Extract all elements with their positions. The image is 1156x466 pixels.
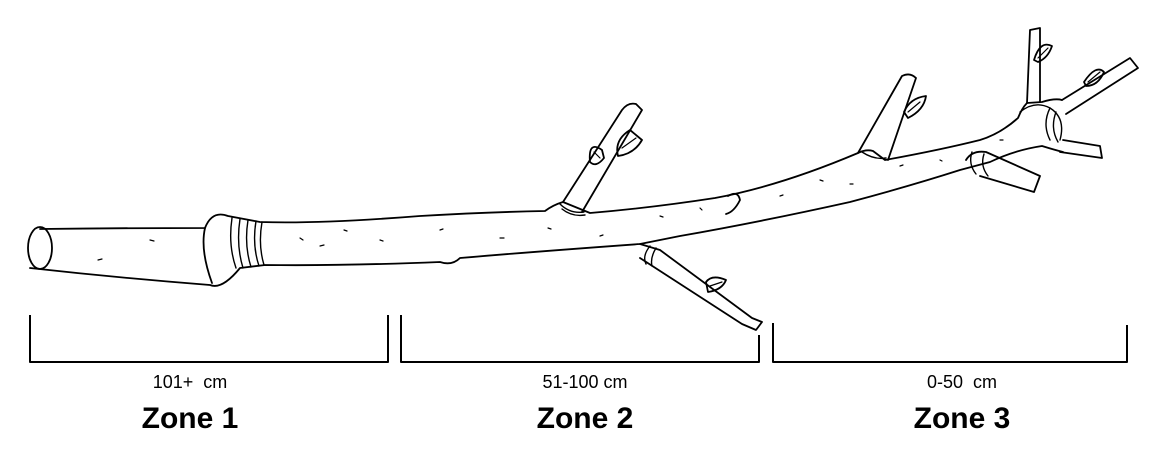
zone-1-bracket	[29, 315, 389, 363]
zone-1-title: Zone 1	[141, 402, 239, 435]
bud-icon	[903, 95, 927, 119]
side-shoot-short	[965, 150, 1041, 193]
zone-3-range-label: 0-50 cm	[926, 372, 998, 392]
bud-icon	[616, 129, 643, 157]
branch-bottom-edge	[29, 145, 1064, 287]
growth-ring-scar	[229, 217, 265, 269]
terminal-shoots	[1019, 27, 1139, 159]
branch-top-edge	[39, 98, 1063, 230]
bud-scar	[725, 192, 741, 215]
zone-2-range-label: 51-100 cm	[542, 372, 628, 392]
bud-icon	[705, 276, 727, 293]
bud-icon	[1033, 43, 1053, 63]
side-shoot-upper-1	[559, 102, 643, 217]
lenticels	[97, 139, 1004, 261]
side-shoot-lower	[639, 243, 763, 331]
zone-3-title: Zone 3	[913, 402, 1011, 435]
zone-2-bracket	[400, 315, 760, 363]
zone-2-title: Zone 2	[536, 402, 634, 435]
base-swelling	[202, 227, 213, 284]
bud-icon	[588, 146, 605, 166]
zone-3-bracket	[772, 323, 1128, 363]
zone-1-range-label: 101+ cm	[152, 372, 228, 392]
side-shoot-upper-2	[857, 73, 927, 161]
branch-cut-end	[27, 226, 53, 270]
zone-brackets	[29, 315, 1128, 363]
bud-icon	[1083, 68, 1105, 87]
branch-drawing	[27, 27, 1139, 331]
